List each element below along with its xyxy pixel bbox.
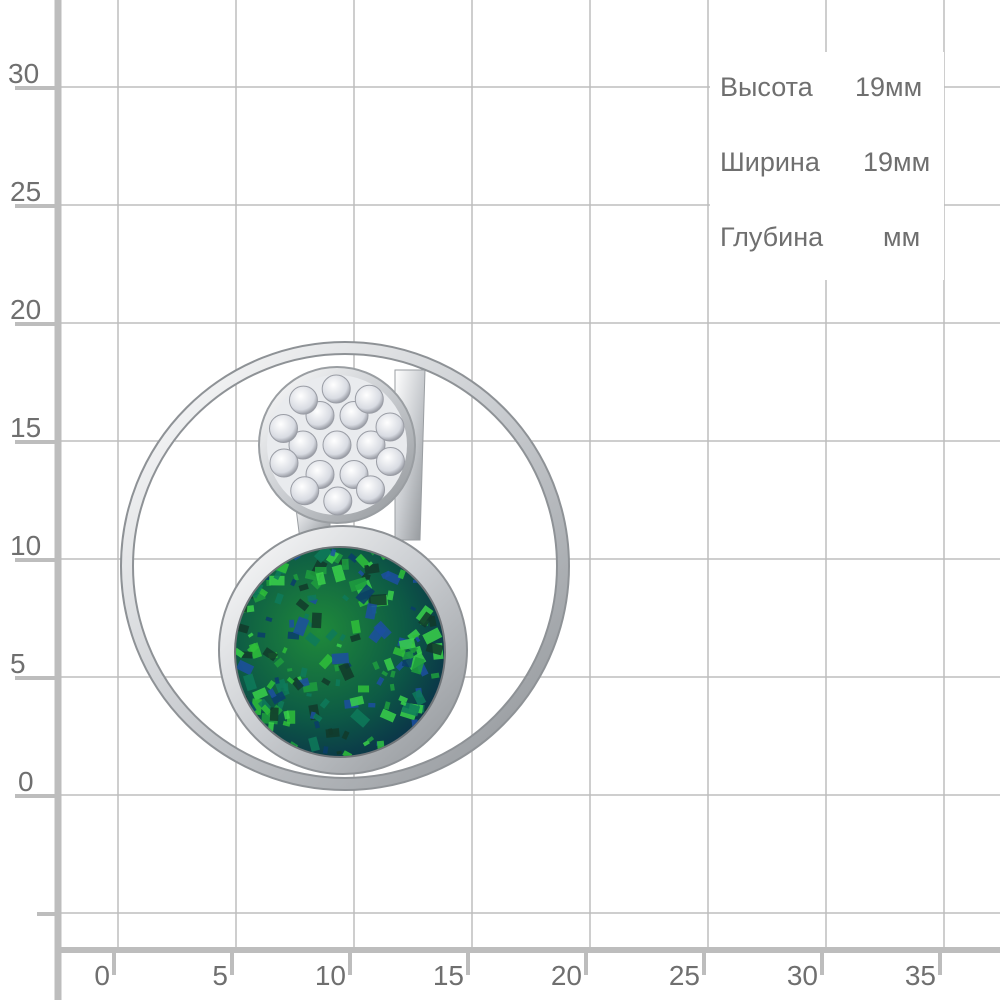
x-axis-label: 25 bbox=[668, 960, 700, 991]
spec-value: 19мм bbox=[863, 147, 931, 177]
x-axis-label: 5 bbox=[212, 960, 228, 991]
spec-label: Ширина bbox=[720, 147, 820, 177]
cubic-zirconia-stone bbox=[354, 384, 384, 414]
cubic-zirconia-stone bbox=[321, 374, 351, 404]
y-axis-label: 30 bbox=[8, 58, 40, 89]
spec-label: Глубина bbox=[720, 222, 824, 252]
cubic-zirconia-stone bbox=[269, 413, 299, 443]
spec-label: Высота bbox=[720, 72, 813, 102]
spec-value: мм bbox=[883, 222, 921, 252]
y-axis-label: 10 bbox=[10, 530, 42, 561]
outer-ring bbox=[120, 341, 570, 791]
spec-depth: Глубина мм bbox=[720, 222, 920, 253]
x-axis-label: 0 bbox=[94, 960, 110, 991]
x-axis-label: 35 bbox=[904, 960, 936, 991]
dimensions-panel: Высота 19мм Ширина 19мм Глубина мм bbox=[710, 52, 944, 280]
x-axis-label: 20 bbox=[550, 960, 582, 991]
cubic-zirconia-stone bbox=[288, 385, 318, 415]
cubic-zirconia-stone bbox=[288, 430, 318, 460]
pave-disc bbox=[258, 366, 416, 524]
spec-width: Ширина 19мм bbox=[720, 147, 930, 178]
cubic-zirconia-stone bbox=[322, 430, 352, 460]
cubic-zirconia-stone bbox=[356, 430, 386, 460]
x-axis-label: 10 bbox=[314, 960, 346, 991]
cubic-zirconia-stone bbox=[375, 412, 405, 442]
spec-value: 19мм bbox=[855, 72, 923, 102]
cubic-zirconia-stone bbox=[290, 476, 320, 506]
y-axis-label: 15 bbox=[10, 412, 42, 443]
y-axis-label: 5 bbox=[10, 648, 26, 679]
cubic-zirconia-stone bbox=[375, 447, 405, 477]
cubic-zirconia-stone bbox=[269, 448, 299, 478]
x-axis-label: 15 bbox=[432, 960, 464, 991]
x-axis-label: 30 bbox=[786, 960, 818, 991]
y-axis-label: 0 bbox=[18, 766, 34, 797]
y-axis-label: 20 bbox=[10, 294, 42, 325]
opal-setting bbox=[218, 525, 468, 775]
spec-height: Высота 19мм bbox=[720, 72, 922, 103]
cubic-zirconia-stone bbox=[323, 486, 353, 516]
cubic-zirconia-stone bbox=[356, 475, 386, 505]
y-axis-label: 25 bbox=[10, 176, 42, 207]
